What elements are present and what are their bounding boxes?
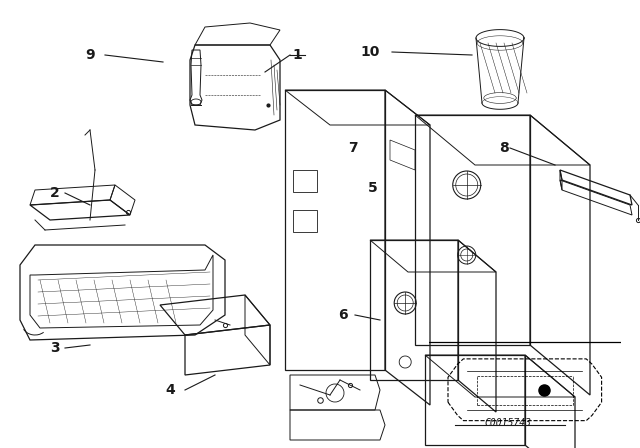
Text: 4: 4	[165, 383, 175, 397]
Text: 8: 8	[499, 141, 509, 155]
Text: 9: 9	[85, 48, 95, 62]
Text: 5: 5	[368, 181, 378, 195]
Text: 2: 2	[50, 186, 60, 200]
Text: 7: 7	[348, 141, 358, 155]
Text: C0015743: C0015743	[484, 418, 531, 428]
Text: 6: 6	[338, 308, 348, 322]
Text: 1: 1	[292, 48, 301, 62]
Text: 10: 10	[360, 45, 380, 59]
Text: 3: 3	[50, 341, 60, 355]
